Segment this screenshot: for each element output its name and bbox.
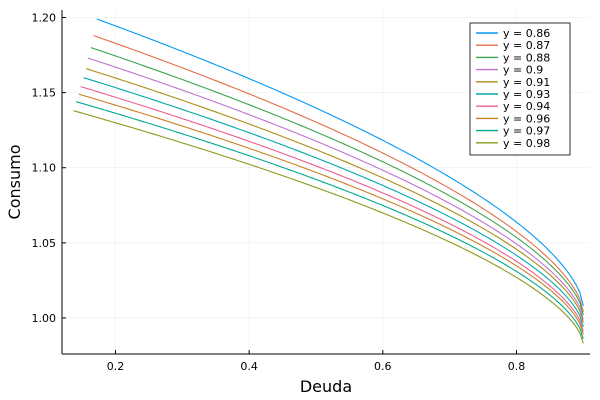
series-line-4 <box>87 57 584 320</box>
legend-label: y = 0.98 <box>503 137 550 150</box>
series-line-6 <box>83 77 584 328</box>
legend-label: y = 0.93 <box>503 88 550 101</box>
y-tick-label: 1.20 <box>32 12 57 25</box>
axes <box>61 10 590 355</box>
legend-label: y = 0.87 <box>503 39 550 52</box>
series-line-3 <box>90 47 584 316</box>
legend-label: y = 0.88 <box>503 51 550 64</box>
y-tick-label: 1.15 <box>32 87 57 100</box>
series-line-8 <box>78 93 584 335</box>
series-line-1 <box>96 18 584 307</box>
legend-label: y = 0.96 <box>503 112 550 125</box>
x-tick-label: 0.4 <box>240 360 258 373</box>
series-line-10 <box>73 110 584 344</box>
x-axis-title: Deuda <box>300 377 352 396</box>
y-axis-title: Consumo <box>5 145 24 220</box>
legend: y = 0.86y = 0.87y = 0.88y = 0.9y = 0.91y… <box>469 22 571 156</box>
x-tick-label: 0.6 <box>374 360 392 373</box>
x-tick-label: 0.8 <box>508 360 526 373</box>
y-tick-label: 1.00 <box>32 312 57 325</box>
series-line-2 <box>93 35 584 313</box>
legend-label: y = 0.94 <box>503 100 550 113</box>
series-line-7 <box>80 86 584 332</box>
y-tick-label: 1.10 <box>32 162 57 175</box>
legend-label: y = 0.97 <box>503 125 550 138</box>
series-line-5 <box>85 68 584 323</box>
x-tick-label: 0.2 <box>107 360 125 373</box>
ticks: 0.2 0.4 0.6 0.8 1.00 1.05 1.10 1.15 1.20 <box>32 12 526 373</box>
series-group <box>73 18 584 344</box>
y-tick-label: 1.05 <box>32 237 57 250</box>
legend-label: y = 0.91 <box>503 76 550 89</box>
series-line-9 <box>75 101 584 340</box>
legend-label: y = 0.9 <box>503 64 543 77</box>
legend-label: y = 0.86 <box>503 27 550 40</box>
